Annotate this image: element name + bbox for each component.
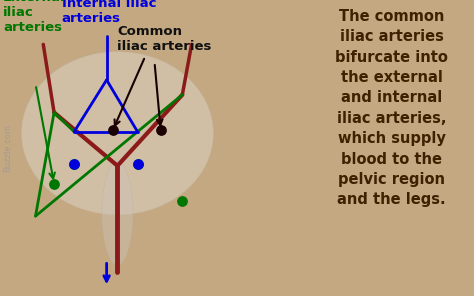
Point <box>70 162 78 167</box>
Point <box>179 199 186 204</box>
Ellipse shape <box>102 161 133 265</box>
Point <box>157 128 164 133</box>
Point <box>109 128 117 133</box>
Text: Buzzle.com: Buzzle.com <box>3 124 12 172</box>
Ellipse shape <box>22 52 213 215</box>
Text: The common
iliac arteries
bifurcate into
the external
and internal
iliac arterie: The common iliac arteries bifurcate into… <box>335 9 448 207</box>
Text: Internal iliac
arteries: Internal iliac arteries <box>62 0 156 25</box>
Point <box>134 162 141 167</box>
Text: External
iliac
arteries: External iliac arteries <box>3 0 65 34</box>
Point <box>134 162 141 167</box>
Text: Common
iliac arteries: Common iliac arteries <box>118 25 212 53</box>
Point <box>50 181 58 186</box>
Point <box>70 162 78 167</box>
